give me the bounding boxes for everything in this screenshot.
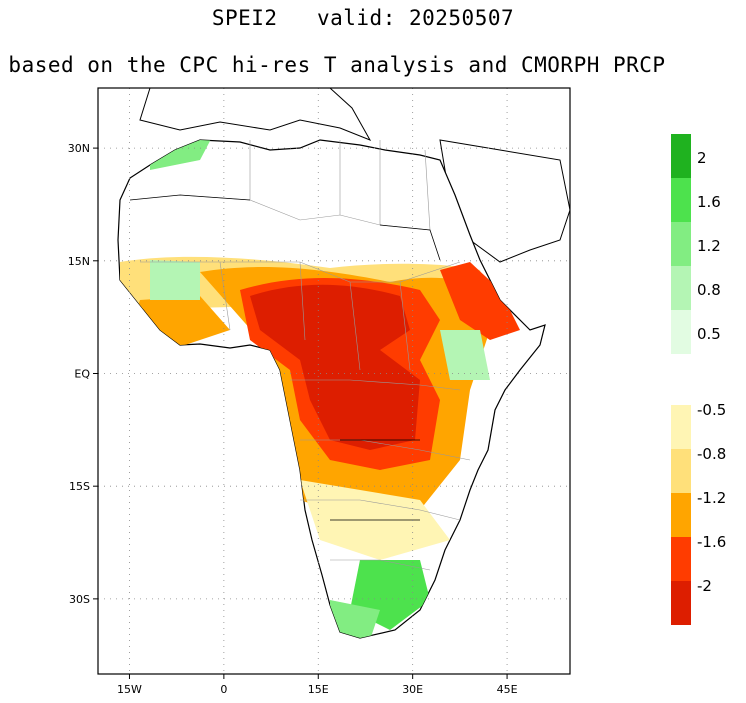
- dry-field-madagascar: [505, 480, 540, 540]
- y-tick-label: 15N: [68, 255, 90, 268]
- y-tick-label: 15S: [69, 480, 90, 493]
- colorbar-label: -1.6: [697, 533, 726, 551]
- y-axis-ticks: 30N 15N EQ 15S 30S: [68, 142, 98, 606]
- x-tick-label: 0: [220, 683, 227, 696]
- colorbar-swatch: [671, 405, 691, 449]
- x-tick-label: 15W: [117, 683, 142, 696]
- colorbar-swatch: [671, 310, 691, 354]
- y-tick-label: 30N: [68, 142, 90, 155]
- dry-field-extreme: [250, 284, 420, 450]
- wet-field-northwest: [150, 140, 220, 170]
- x-tick-label: 30E: [402, 683, 423, 696]
- colorbar-label: -0.8: [697, 445, 726, 463]
- colorbar-swatch: [671, 449, 691, 493]
- colorbar-label: 0.8: [697, 281, 721, 299]
- dry-field-horn: [440, 262, 520, 340]
- europe-landmass: [139, 88, 372, 141]
- colorbar-swatch: [671, 537, 691, 581]
- colorbar-swatch: [671, 134, 691, 178]
- wet-field-cape: [330, 600, 380, 638]
- colorbar-swatch: [671, 222, 691, 266]
- colorbar-label: 0.5: [697, 325, 721, 343]
- gridlines: [98, 88, 570, 674]
- x-tick-label: 45E: [497, 683, 518, 696]
- map-subtitle: based on the CPC hi-res T analysis and C…: [8, 53, 666, 77]
- colorbar-wet: 2 1.6 1.2 0.8 0.5: [671, 134, 721, 354]
- y-tick-label: EQ: [74, 367, 90, 380]
- colorbar-swatch: [671, 178, 691, 222]
- wet-field-east: [440, 330, 490, 380]
- wet-field-west-sahara: [150, 260, 200, 300]
- colorbar-label: -1.2: [697, 489, 726, 507]
- major-borders: [129, 194, 441, 521]
- colorbar-label: -0.5: [697, 401, 726, 419]
- map-frame: [97, 87, 571, 675]
- x-axis-ticks: 15W 0 15E 30E 45E: [117, 674, 518, 696]
- map-plot-area: [98, 88, 570, 674]
- colorbar-swatch: [671, 493, 691, 537]
- colorbar-label: -2: [697, 577, 712, 595]
- colorbar-label: 2: [697, 149, 707, 167]
- colorbar-swatch: [671, 581, 691, 625]
- x-tick-label: 15E: [308, 683, 329, 696]
- map-title: SPEI2 valid: 20250507: [211, 6, 515, 30]
- colorbar-swatch: [671, 266, 691, 310]
- colorbar-dry: -0.5 -0.8 -1.2 -1.6 -2: [671, 401, 726, 625]
- y-tick-label: 30S: [69, 593, 90, 606]
- colorbar-label: 1.6: [697, 193, 721, 211]
- colorbar-label: 1.2: [697, 237, 721, 255]
